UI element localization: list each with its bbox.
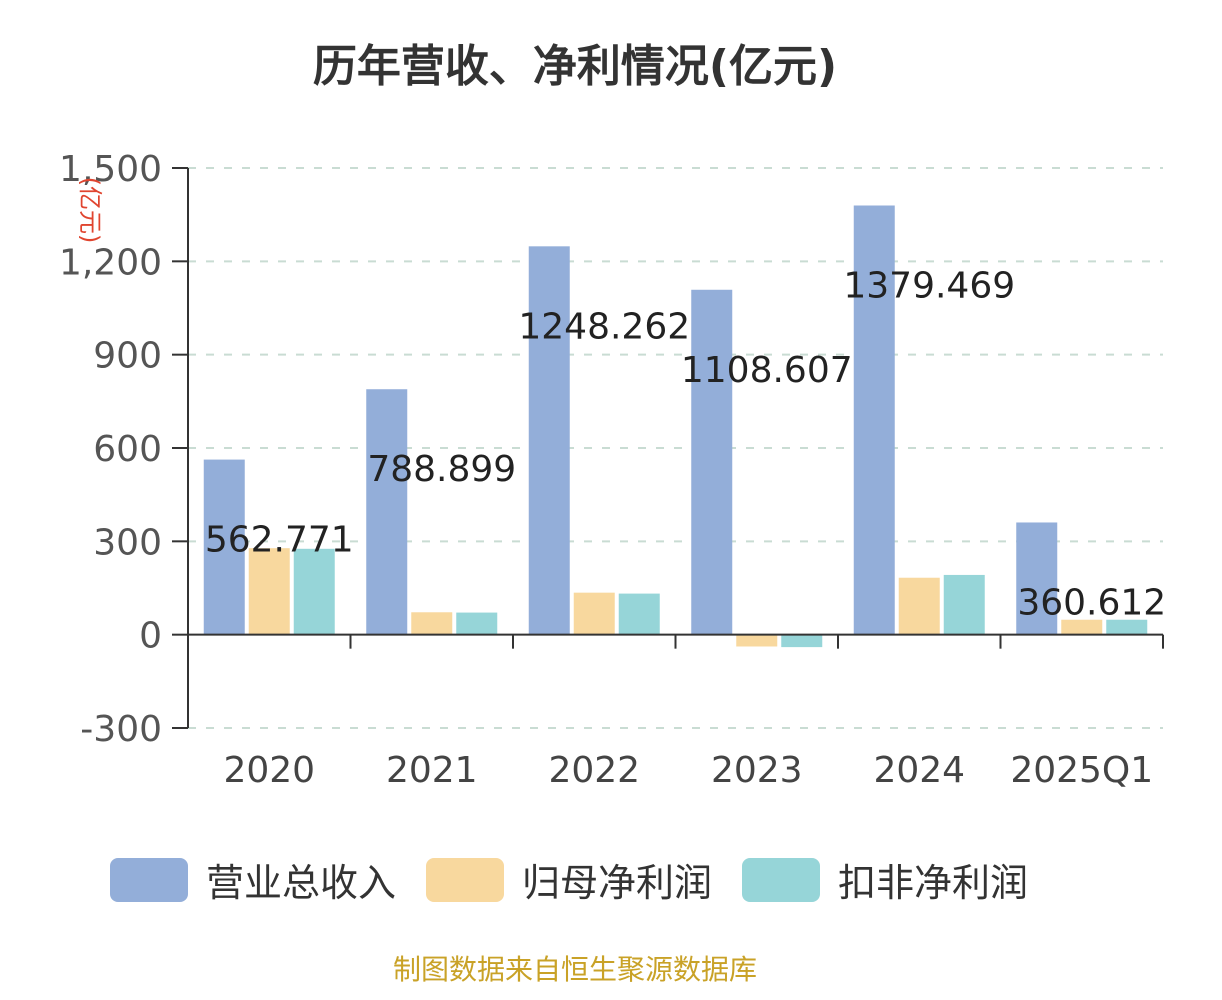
bar [528, 246, 570, 635]
x-tick-label: 2022 [548, 750, 640, 791]
y-tick-label: 1,500 [59, 149, 162, 190]
bar [366, 389, 408, 635]
data-label: 788.899 [367, 449, 516, 490]
bar [248, 548, 290, 635]
x-tick-label: 2021 [386, 750, 478, 791]
y-tick-label: -300 [80, 709, 162, 750]
y-tick-label: 600 [93, 429, 162, 470]
y-tick-label: 300 [93, 522, 162, 563]
bar [943, 574, 985, 635]
data-label: 1108.607 [681, 350, 853, 391]
bar [456, 612, 498, 635]
bar-chart: -300 0 300 600 900 1,200 1,500(亿元) 2020 2021 2022… [59, 149, 1166, 791]
bar [411, 612, 453, 635]
legend-label-net-profit: 归母净利润 [522, 861, 713, 905]
legend-swatch-revenue [110, 857, 188, 902]
bar [293, 548, 335, 635]
y-tick-label: 1,200 [59, 242, 162, 283]
legend-item-revenue[interactable]: 营业总收入 [110, 852, 396, 907]
legend-swatch-deducted-profit [742, 857, 821, 902]
bar [898, 577, 940, 635]
data-label: 360.612 [1017, 582, 1166, 623]
chart-title: 历年营收、净利情况(亿元) [312, 41, 838, 92]
legend-item-deducted-profit[interactable]: 扣非净利润 [742, 852, 1028, 907]
bar [1061, 619, 1103, 635]
source-note: 制图数据来自恒生聚源数据库 [392, 953, 757, 986]
data-label: 1379.469 [843, 265, 1015, 306]
bar [203, 459, 245, 635]
x-tick-label: 2020 [223, 750, 315, 791]
bar [853, 205, 895, 635]
data-label: 1248.262 [518, 306, 690, 347]
legend-swatch-net-profit [426, 857, 505, 902]
bar [781, 634, 823, 648]
y-tick-label: 0 [139, 616, 162, 657]
x-tick-label: 2025Q1 [1010, 750, 1153, 791]
x-tick-label: 2024 [873, 750, 965, 791]
legend-label-revenue: 营业总收入 [206, 861, 397, 905]
bar [736, 634, 778, 647]
y-tick-label: 900 [93, 336, 162, 377]
bar [573, 592, 615, 635]
legend: 营业总收入 归母净利润 扣非净利润 [110, 852, 1028, 907]
legend-item-net-profit[interactable]: 归母净利润 [426, 852, 712, 907]
bar [1016, 522, 1058, 635]
bar [618, 593, 660, 635]
y-axis-label: (亿元) [76, 177, 104, 244]
x-tick-label: 2023 [711, 750, 803, 791]
legend-label-deducted-profit: 扣非净利润 [838, 861, 1029, 905]
data-label: 562.771 [205, 520, 354, 561]
bar [691, 289, 733, 635]
bar [1106, 619, 1148, 635]
